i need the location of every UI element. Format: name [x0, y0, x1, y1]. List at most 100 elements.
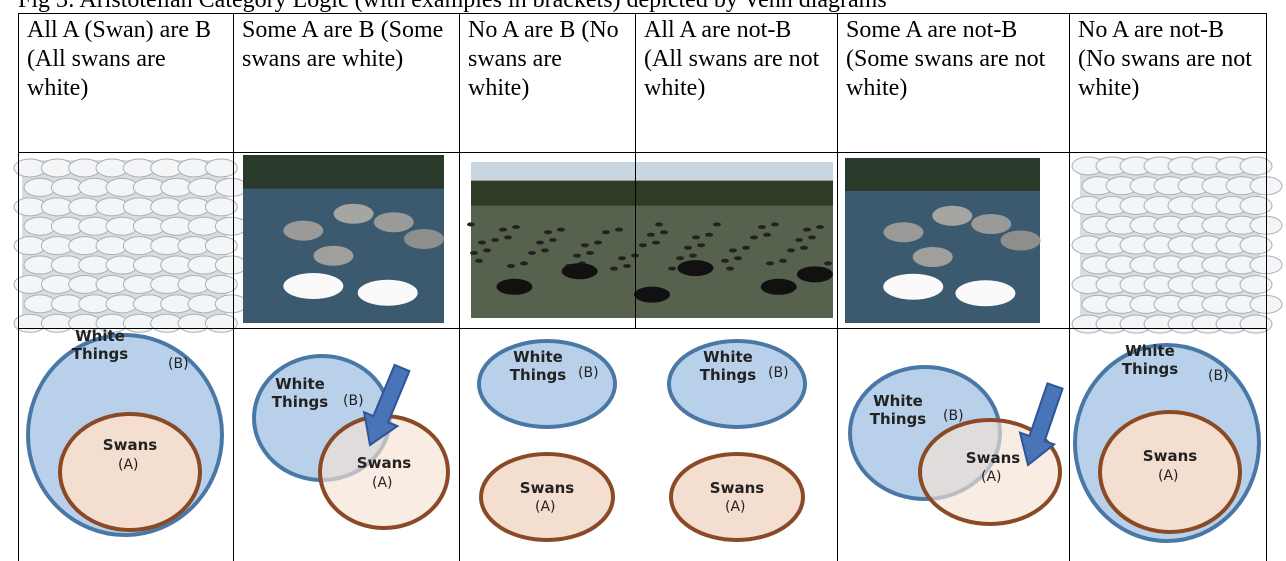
b-tag: (B) [343, 393, 364, 409]
bird [557, 227, 565, 232]
bird [581, 243, 589, 248]
bird [742, 245, 750, 250]
a-tag: (A) [725, 499, 746, 515]
bird [507, 264, 515, 268]
header-cell: All A (Swan) are B (All swans are white) [18, 13, 234, 152]
bird [697, 243, 705, 248]
bird [499, 227, 507, 232]
image-cell [837, 152, 1070, 328]
venn-cell [635, 328, 838, 561]
swan-shape [932, 205, 973, 226]
a-label: Swans [102, 436, 158, 454]
a-label: Swans [356, 454, 412, 472]
bird [483, 248, 491, 253]
bird [795, 238, 803, 242]
swan-shape [496, 278, 533, 295]
bird [647, 232, 655, 237]
venn-cell [459, 328, 636, 561]
venn-cell [233, 328, 460, 561]
trees [243, 155, 444, 189]
b-tag: (B) [768, 365, 789, 381]
bird [586, 251, 594, 255]
set-b [667, 339, 807, 429]
bird [528, 251, 536, 255]
swan-shape [403, 229, 444, 249]
b-label: White Things [71, 327, 129, 363]
bird [676, 256, 684, 261]
header-cell: All A are not-B (All swans are not white… [635, 13, 838, 152]
b-label: White Things [869, 392, 927, 428]
swan-shape [1000, 230, 1041, 251]
b-tag: (B) [943, 408, 964, 424]
bird [467, 222, 475, 227]
swan-shape [204, 236, 238, 256]
bird [594, 240, 602, 245]
a-label: Swans [965, 449, 1021, 467]
swan-shape [561, 263, 598, 280]
swan-shape [971, 214, 1012, 234]
caption: Fig 3: Aristotelian Category Logic (with… [18, 0, 887, 13]
a-tag: (A) [372, 475, 393, 491]
swan-shape [1239, 275, 1273, 295]
b-label: White Things [1121, 342, 1179, 378]
image-cell [18, 152, 234, 328]
swan-shape [1239, 156, 1273, 176]
bird [689, 253, 697, 258]
image-cell [459, 152, 636, 328]
arrow [362, 363, 411, 447]
a-label: Swans [1142, 447, 1198, 465]
bird [779, 258, 787, 263]
bird [734, 256, 742, 261]
set-a [669, 452, 805, 542]
bird [470, 251, 478, 255]
bird [639, 243, 647, 248]
swan-shape [204, 313, 238, 333]
bird [713, 222, 721, 227]
bird [618, 256, 626, 261]
a-tag: (A) [535, 499, 556, 515]
sky [471, 162, 833, 181]
bird [758, 225, 766, 229]
swan-shape [883, 222, 924, 243]
bird [726, 266, 734, 271]
set-a [58, 412, 202, 532]
swan-shape [760, 278, 797, 295]
image-cell [635, 152, 838, 328]
swan-shape [912, 247, 953, 267]
bird [787, 248, 795, 253]
swan-shape [796, 266, 833, 283]
bird [504, 235, 512, 240]
bird [541, 248, 549, 253]
swan-shape [204, 197, 238, 217]
bird [475, 258, 483, 263]
bird [602, 230, 610, 235]
b-tag: (B) [1208, 368, 1229, 384]
bird [721, 258, 729, 263]
a-tag: (A) [118, 457, 139, 473]
set-b [477, 339, 617, 429]
bird [808, 235, 816, 240]
b-label: White Things [271, 375, 329, 411]
a-tag: (A) [1158, 468, 1179, 484]
bird [824, 261, 832, 266]
bird [729, 248, 737, 253]
bird [750, 235, 758, 240]
bird [615, 227, 623, 232]
b-label: White Things [699, 348, 757, 384]
b-tag: (B) [578, 365, 599, 381]
swan-shape [883, 273, 944, 300]
b-tag: (B) [168, 356, 189, 372]
bird [491, 238, 499, 242]
arrow [1018, 382, 1064, 467]
venn-cell [1069, 328, 1267, 561]
bird [692, 235, 700, 240]
swan-shape [283, 220, 324, 241]
set-a [1098, 410, 1242, 534]
bird [816, 225, 824, 229]
bird [803, 227, 811, 232]
bird [536, 240, 544, 245]
venn-cell [18, 328, 234, 561]
bird [549, 238, 557, 242]
